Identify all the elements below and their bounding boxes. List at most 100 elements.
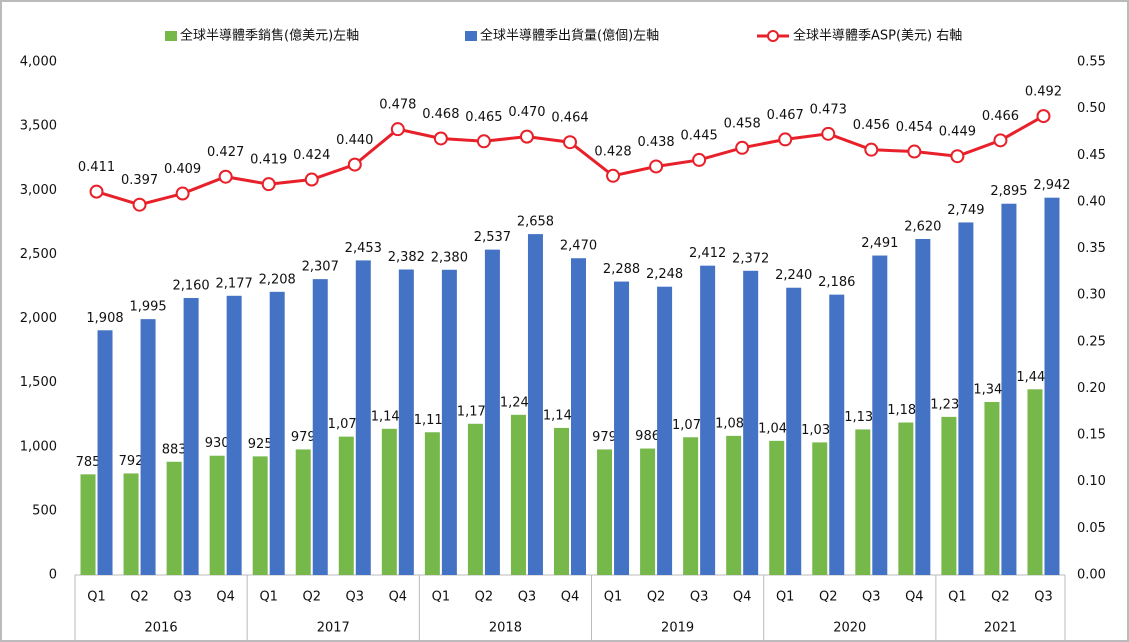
data-label: 2,470 [560,239,597,254]
data-label: 0.411 [78,160,115,175]
data-label: 0.464 [551,111,588,126]
data-label: 1,995 [129,300,166,315]
data-label: 0.419 [250,153,287,168]
data-label: 0.492 [1025,85,1062,100]
x-tick-label: Q3 [518,590,537,605]
data-label: 2,749 [947,203,984,218]
line-point [649,159,664,174]
line-point [304,172,319,187]
group-label: 2021 [984,621,1017,636]
data-label: 1,249 [500,395,537,410]
x-tick-label: Q2 [130,590,149,605]
y2-tick-label: 0.50 [1077,101,1106,116]
y2-tick-label: 0.10 [1077,474,1106,489]
x-tick-label: Q1 [776,590,795,605]
x-tick-label: Q2 [991,590,1010,605]
line-point [993,133,1008,148]
line-point [218,169,233,184]
line-point [519,129,534,144]
line-point [692,152,707,167]
data-label: 0.449 [939,125,976,140]
line-point [864,142,879,157]
line-point [606,168,621,183]
data-label: 0.473 [810,102,847,117]
data-label: 2,412 [689,246,726,261]
y-tick-label: 2,500 [20,247,57,262]
data-label: 1,448 [1016,370,1053,385]
line-point [132,197,147,212]
data-label: 2,453 [345,241,382,256]
bar [614,281,630,575]
bar [571,258,586,575]
line-point [476,134,491,149]
bar [941,416,957,575]
data-label: 0.438 [637,135,674,150]
data-label: 1,046 [758,421,795,436]
line-point [347,157,362,172]
x-tick-label: Q1 [948,590,967,605]
bar [166,461,182,575]
y-tick-label: 1,500 [20,375,57,390]
bar [1001,203,1017,575]
data-label: 1,189 [887,403,924,418]
line-point [778,132,793,147]
y-tick-label: 3,000 [20,183,57,198]
y-tick-label: 1,000 [20,439,57,454]
legend-label: 全球半導體季ASP(美元) 右軸 [793,28,962,44]
x-tick-label: Q3 [346,590,365,605]
y-tick-label: 500 [32,503,57,518]
data-label: 0.409 [164,162,201,177]
bar [984,401,1000,575]
data-label: 0.458 [724,116,761,131]
data-label: 2,186 [818,275,855,290]
data-label: 0.397 [121,173,158,188]
bar [829,294,845,575]
bar [872,255,888,576]
bar [140,319,156,575]
data-label: 2,382 [388,250,425,265]
data-label: 0.478 [379,98,416,113]
bar [510,414,526,575]
bar [123,473,139,575]
line-point [735,140,750,155]
data-label: 1,085 [715,416,752,431]
bar [855,429,871,575]
data-label: 979 [291,430,316,445]
bar [657,286,673,575]
bar [252,456,268,575]
bar [484,249,500,575]
x-tick-label: Q4 [561,590,580,605]
y2-tick-label: 0.45 [1077,148,1106,163]
x-tick-label: Q2 [302,590,321,605]
y2-tick-label: 0.55 [1077,55,1106,70]
bar [1027,389,1043,575]
bar [958,222,974,576]
y-tick-label: 3,500 [20,119,57,134]
data-label: 925 [248,437,273,452]
bar [183,297,199,575]
bar [441,269,457,575]
bar [398,269,414,575]
data-label: 1,079 [328,417,365,432]
bar [915,238,931,576]
data-label: 2,177 [216,276,253,291]
x-tick-label: Q1 [604,590,623,605]
data-label: 2,288 [603,262,640,277]
data-label: 0.466 [982,109,1019,124]
x-tick-label: Q3 [690,590,709,605]
data-label: 2,208 [259,272,296,287]
bar [355,260,371,575]
x-tick-label: Q1 [432,590,451,605]
bar [683,437,699,575]
bar [80,474,96,575]
bar [381,428,397,575]
data-label: 0.467 [767,108,804,123]
bar [898,422,914,575]
data-label: 979 [592,430,617,445]
x-tick-label: Q4 [905,590,924,605]
bar [726,435,742,575]
data-label: 0.428 [594,144,631,159]
y-tick-label: 2,000 [20,311,57,326]
data-label: 2,620 [904,219,941,234]
data-label: 2,658 [517,215,554,230]
